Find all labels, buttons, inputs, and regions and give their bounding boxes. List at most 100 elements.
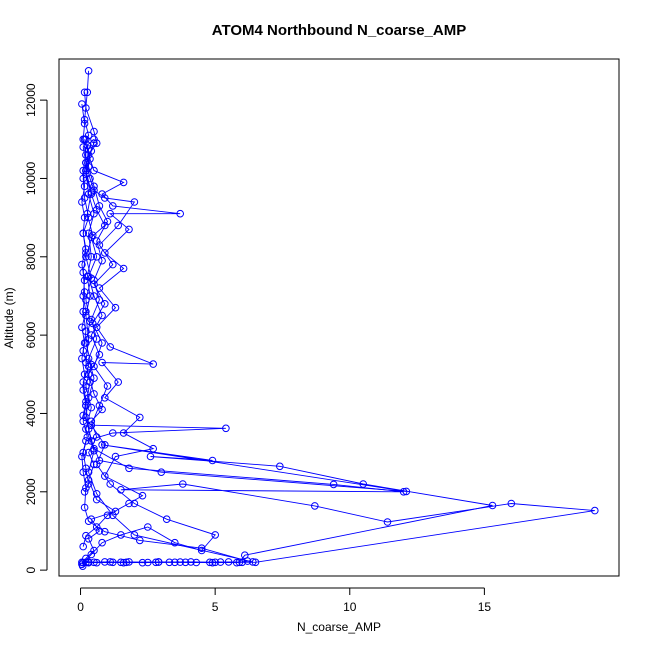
data-point xyxy=(106,343,114,351)
data-point xyxy=(101,441,109,449)
data-point xyxy=(111,452,120,461)
data-point xyxy=(82,252,90,261)
data-point xyxy=(84,448,93,457)
data-point xyxy=(82,382,90,390)
data-point xyxy=(222,424,230,433)
y-tick-label: 8000 xyxy=(24,243,38,270)
data-point xyxy=(241,551,249,560)
data-point xyxy=(591,506,599,515)
data-point xyxy=(80,488,89,496)
data-point xyxy=(79,542,87,551)
data-point xyxy=(92,523,101,531)
data-point xyxy=(106,480,114,488)
data-point xyxy=(119,264,128,273)
x-axis: 0 5 10 15 xyxy=(77,587,491,614)
data-point xyxy=(101,394,109,402)
data-point xyxy=(101,527,109,536)
data-point xyxy=(146,452,155,461)
data-point xyxy=(329,480,338,489)
data-point xyxy=(82,245,90,253)
data-point xyxy=(95,202,104,210)
data-point xyxy=(90,374,98,383)
y-tick-label: 12000 xyxy=(24,83,38,117)
data-point xyxy=(87,515,96,524)
data-point xyxy=(171,538,179,547)
data-point xyxy=(95,527,104,535)
data-point xyxy=(79,229,87,238)
data-point xyxy=(82,437,90,445)
series-line xyxy=(82,139,117,567)
data-point xyxy=(238,558,246,567)
data-point xyxy=(136,536,144,545)
data-point xyxy=(87,403,96,412)
data-point xyxy=(84,394,93,402)
data-point xyxy=(86,317,94,326)
data-point xyxy=(78,323,86,332)
series-line xyxy=(81,103,90,493)
data-point xyxy=(78,198,86,206)
data-point xyxy=(80,339,89,347)
data-point xyxy=(106,209,114,218)
data-point xyxy=(311,502,319,510)
data-point xyxy=(83,433,92,441)
data-point xyxy=(90,446,98,455)
data-point xyxy=(383,518,392,526)
data-point xyxy=(130,198,139,206)
data-point xyxy=(249,558,257,566)
data-point xyxy=(80,503,89,512)
data-point xyxy=(78,562,87,571)
data-point xyxy=(92,490,101,498)
data-point xyxy=(125,499,133,508)
data-point xyxy=(90,127,98,136)
data-point xyxy=(84,67,93,75)
data-point xyxy=(83,88,92,97)
data-point xyxy=(87,188,96,196)
data-point xyxy=(80,88,89,97)
data-point xyxy=(82,166,90,175)
x-tick-label: 0 xyxy=(77,600,84,614)
data-point xyxy=(79,386,87,394)
data-point xyxy=(79,292,87,300)
data-point xyxy=(92,252,101,261)
data-point xyxy=(90,390,98,398)
data-point xyxy=(122,558,131,567)
data-point xyxy=(130,531,139,539)
data-point xyxy=(79,448,87,457)
data-series-8 xyxy=(78,100,93,496)
data-point xyxy=(359,480,368,488)
data-point xyxy=(79,135,87,144)
data-point xyxy=(84,535,93,543)
data-point xyxy=(90,546,98,555)
data-point xyxy=(80,276,89,285)
data-point xyxy=(92,323,101,332)
data-point xyxy=(114,221,122,230)
data-point xyxy=(98,339,106,347)
data-point xyxy=(98,256,106,265)
data-point xyxy=(90,166,98,175)
series-line xyxy=(85,138,493,564)
y-tick-label: 10000 xyxy=(24,161,38,195)
data-point xyxy=(117,531,125,539)
chart-title: ATOM4 Northbound N_coarse_AMP xyxy=(212,22,466,39)
data-point xyxy=(154,558,163,566)
data-point xyxy=(87,252,96,261)
data-point xyxy=(162,515,171,524)
data-point xyxy=(95,350,104,359)
data-point xyxy=(79,417,87,426)
data-series-6 xyxy=(78,135,120,571)
plot-area xyxy=(78,67,599,571)
data-point xyxy=(101,221,109,230)
data-point xyxy=(276,462,284,471)
data-point xyxy=(144,523,152,531)
data-point xyxy=(82,296,90,304)
data-point xyxy=(197,546,206,555)
data-point xyxy=(92,495,101,504)
data-point xyxy=(208,456,217,465)
data-point xyxy=(92,433,101,441)
data-point xyxy=(95,401,104,410)
data-point xyxy=(211,531,219,539)
data-point xyxy=(90,139,98,147)
series-line xyxy=(81,143,216,565)
data-point xyxy=(78,452,86,461)
